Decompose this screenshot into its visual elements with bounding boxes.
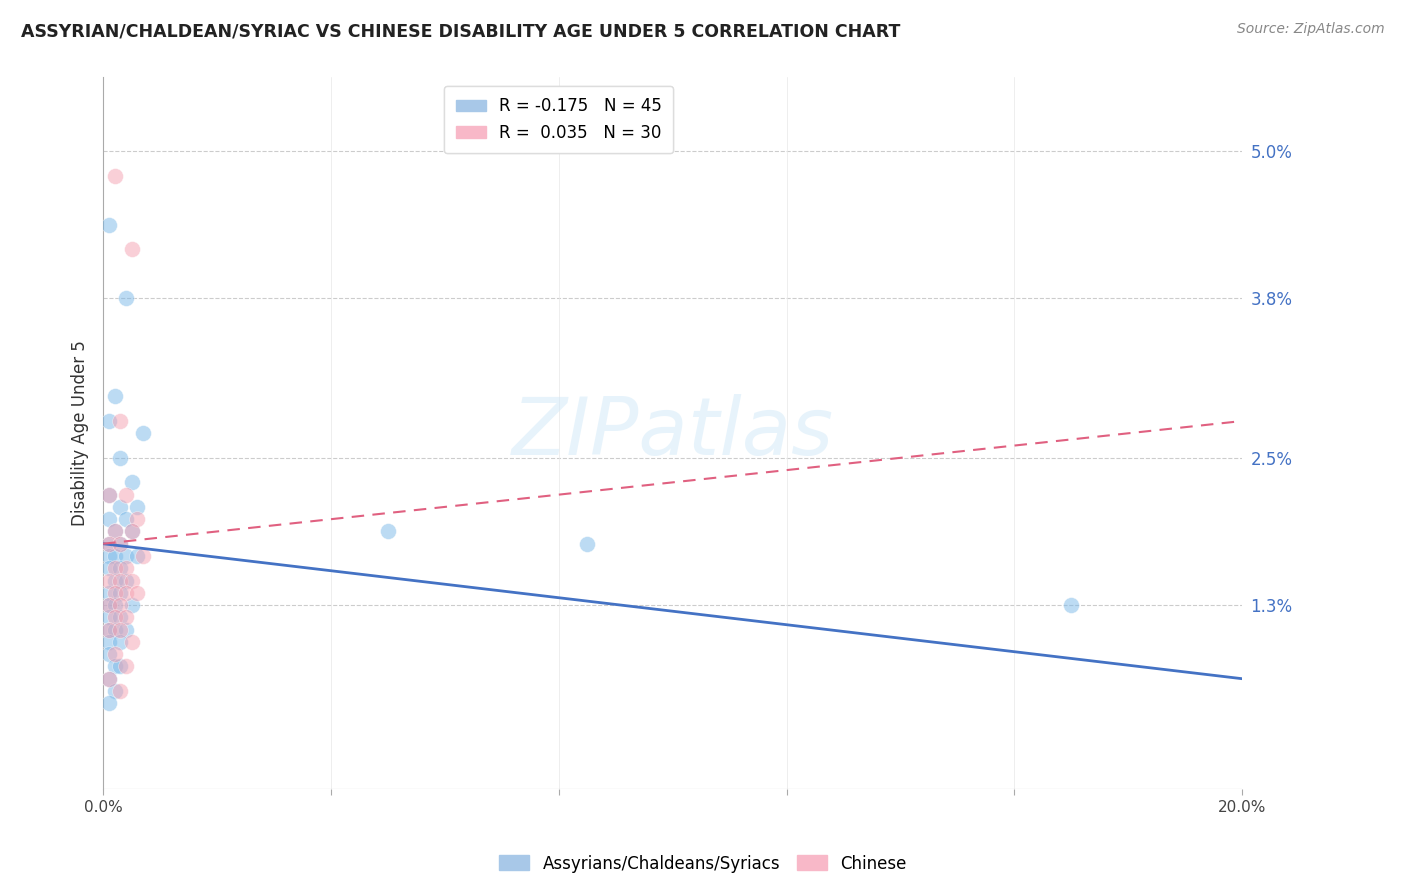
Y-axis label: Disability Age Under 5: Disability Age Under 5 bbox=[72, 341, 89, 526]
Point bbox=[127, 512, 149, 526]
Point bbox=[121, 524, 143, 539]
Point bbox=[115, 512, 138, 526]
Point bbox=[121, 635, 143, 649]
Point bbox=[103, 389, 125, 403]
Point bbox=[121, 242, 143, 256]
Point bbox=[115, 488, 138, 502]
Point bbox=[110, 450, 132, 465]
Point bbox=[110, 684, 132, 698]
Point bbox=[110, 574, 132, 588]
Point bbox=[110, 537, 132, 551]
Point bbox=[377, 524, 399, 539]
Point bbox=[132, 549, 155, 563]
Point bbox=[97, 537, 120, 551]
Point bbox=[115, 291, 138, 305]
Point bbox=[97, 598, 120, 612]
Text: ZIPatlas: ZIPatlas bbox=[512, 394, 834, 472]
Point bbox=[97, 598, 120, 612]
Point bbox=[103, 598, 125, 612]
Point bbox=[97, 635, 120, 649]
Point bbox=[97, 647, 120, 661]
Point bbox=[115, 574, 138, 588]
Point bbox=[127, 549, 149, 563]
Point bbox=[103, 659, 125, 673]
Point bbox=[110, 598, 132, 612]
Point bbox=[110, 635, 132, 649]
Point bbox=[97, 586, 120, 600]
Point bbox=[121, 598, 143, 612]
Point bbox=[110, 561, 132, 575]
Point bbox=[110, 610, 132, 624]
Point bbox=[97, 672, 120, 686]
Point bbox=[115, 610, 138, 624]
Point bbox=[97, 672, 120, 686]
Point bbox=[115, 659, 138, 673]
Point bbox=[97, 574, 120, 588]
Point bbox=[110, 659, 132, 673]
Point bbox=[97, 561, 120, 575]
Point bbox=[103, 623, 125, 637]
Point bbox=[97, 488, 120, 502]
Point bbox=[127, 500, 149, 514]
Text: ASSYRIAN/CHALDEAN/SYRIAC VS CHINESE DISABILITY AGE UNDER 5 CORRELATION CHART: ASSYRIAN/CHALDEAN/SYRIAC VS CHINESE DISA… bbox=[21, 22, 900, 40]
Point bbox=[103, 169, 125, 183]
Point bbox=[97, 696, 120, 710]
Point bbox=[103, 574, 125, 588]
Point bbox=[132, 426, 155, 441]
Point bbox=[115, 561, 138, 575]
Point bbox=[97, 218, 120, 232]
Point bbox=[115, 586, 138, 600]
Point bbox=[97, 512, 120, 526]
Point bbox=[1060, 598, 1083, 612]
Point bbox=[97, 549, 120, 563]
Point bbox=[110, 537, 132, 551]
Point bbox=[103, 610, 125, 624]
Point bbox=[103, 684, 125, 698]
Point bbox=[103, 524, 125, 539]
Point bbox=[115, 549, 138, 563]
Point bbox=[97, 610, 120, 624]
Point bbox=[110, 414, 132, 428]
Point bbox=[576, 537, 599, 551]
Point bbox=[121, 524, 143, 539]
Point bbox=[103, 647, 125, 661]
Point bbox=[127, 586, 149, 600]
Point bbox=[110, 586, 132, 600]
Point bbox=[103, 549, 125, 563]
Point bbox=[97, 414, 120, 428]
Point bbox=[115, 623, 138, 637]
Point bbox=[110, 623, 132, 637]
Point bbox=[103, 561, 125, 575]
Legend: Assyrians/Chaldeans/Syriacs, Chinese: Assyrians/Chaldeans/Syriacs, Chinese bbox=[492, 848, 914, 880]
Point bbox=[103, 586, 125, 600]
Point bbox=[103, 524, 125, 539]
Point bbox=[121, 475, 143, 490]
Point bbox=[110, 500, 132, 514]
Point bbox=[97, 623, 120, 637]
Point bbox=[97, 623, 120, 637]
Point bbox=[97, 537, 120, 551]
Legend: R = -0.175   N = 45, R =  0.035   N = 30: R = -0.175 N = 45, R = 0.035 N = 30 bbox=[444, 86, 673, 153]
Point bbox=[97, 488, 120, 502]
Point bbox=[121, 574, 143, 588]
Text: Source: ZipAtlas.com: Source: ZipAtlas.com bbox=[1237, 22, 1385, 37]
